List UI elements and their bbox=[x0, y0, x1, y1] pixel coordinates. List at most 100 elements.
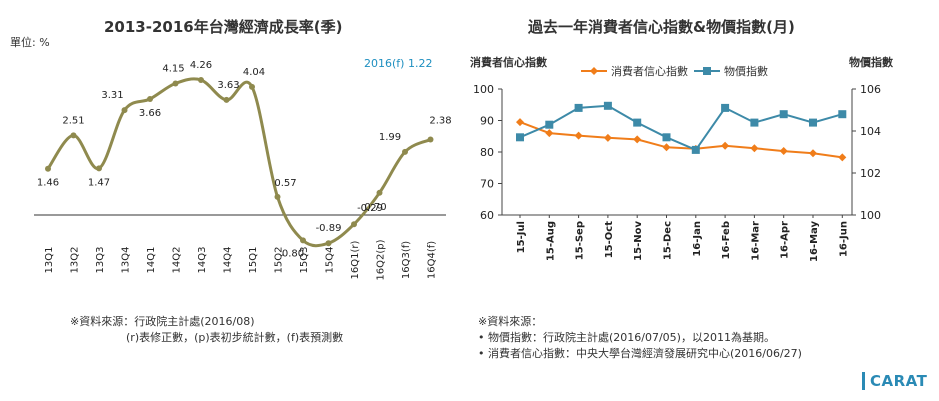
right-chart-svg: 60 70 80 90 100 100 102 104 106 15-Jul 15-Aug 15-Se… bbox=[473, 83, 881, 262]
confidence-data-point bbox=[721, 141, 730, 150]
confidence-data-point bbox=[662, 143, 671, 152]
left-chart-svg: 1.46 2.51 1.47 3.31 3.66 4.15 4.26 3.63 4.04 0.57… bbox=[34, 60, 452, 281]
right-x-tick-label: 16-Apr bbox=[780, 221, 791, 259]
left-data-label: 1.99 bbox=[379, 132, 401, 143]
left-data-point bbox=[172, 80, 179, 87]
cpi-data-point bbox=[838, 110, 847, 119]
left-data-point bbox=[376, 189, 383, 196]
left-data-point bbox=[198, 76, 204, 83]
cpi-data-point bbox=[750, 118, 759, 127]
left-x-tick-label: 13Q3 bbox=[95, 247, 106, 274]
right-x-tick-label: 15-Jul bbox=[516, 221, 527, 253]
right-y-tick-label: 106 bbox=[860, 83, 881, 96]
cpi-data-point bbox=[603, 101, 612, 110]
confidence-data-point bbox=[574, 131, 583, 140]
cpi-data-point bbox=[721, 103, 730, 112]
left-y-tick-label: 90 bbox=[480, 115, 494, 128]
left-data-point bbox=[121, 107, 128, 114]
confidence-data-point bbox=[750, 144, 759, 153]
brand-bar bbox=[862, 372, 865, 390]
right-source-cpi: • 物價指數：行政院主計處(2016/07/05)，以2011為基期。 bbox=[478, 331, 775, 344]
left-data-label: 1.46 bbox=[37, 178, 59, 189]
cpi-series-line bbox=[519, 104, 843, 152]
legend-cpi-label: 物價指數 bbox=[724, 65, 768, 78]
left-data-label: 3.63 bbox=[217, 80, 239, 91]
left-x-tick-label: 16Q4(f) bbox=[427, 241, 438, 279]
left-data-label: 4.04 bbox=[243, 67, 265, 78]
left-y-tick-label: 100 bbox=[473, 83, 494, 96]
cpi-data-point bbox=[633, 118, 642, 127]
left-x-tick-label: 16Q1(r) bbox=[350, 240, 361, 279]
left-data-point bbox=[351, 221, 357, 228]
right-x-tick-label: 16-Feb bbox=[721, 221, 732, 259]
right-source-confidence: • 消費者信心指數：中央大學台灣經濟發展研究中心(2016/06/27) bbox=[478, 347, 802, 360]
right-x-tick-label: 15-Dec bbox=[663, 221, 674, 260]
right-x-tick-label: 16-Jun bbox=[838, 221, 849, 257]
cpi-data-point bbox=[516, 133, 524, 142]
left-data-label: 2.38 bbox=[429, 116, 451, 127]
left-data-point bbox=[70, 132, 77, 139]
cpi-data-point bbox=[574, 103, 583, 112]
right-x-tick-label: 15-Oct bbox=[604, 221, 615, 258]
left-data-point bbox=[427, 136, 434, 143]
legend-item-confidence: 消費者信心指數 bbox=[581, 63, 688, 79]
left-x-tick-label: 14Q1 bbox=[146, 247, 157, 274]
left-data-label: 4.15 bbox=[162, 63, 184, 74]
left-x-tick-label: 14Q3 bbox=[197, 247, 208, 274]
left-data-label: 4.26 bbox=[190, 60, 212, 71]
left-x-tick-label: 14Q4 bbox=[223, 247, 234, 274]
right-x-tick-label: 15-Sep bbox=[575, 221, 586, 260]
confidence-data-point bbox=[603, 133, 612, 142]
cpi-data-point bbox=[809, 118, 817, 127]
left-data-label: -0.29 bbox=[357, 203, 383, 214]
confidence-data-point bbox=[779, 147, 788, 156]
left-data-label: 0.80 bbox=[282, 248, 304, 259]
left-data-label: 0.57 bbox=[274, 178, 296, 189]
legend-confidence-marker-icon bbox=[581, 67, 607, 75]
left-x-tick-label: 15Q1 bbox=[248, 247, 259, 274]
left-y-tick-label: 70 bbox=[480, 178, 494, 191]
confidence-data-point bbox=[633, 135, 642, 144]
right-source-title: ※資料來源： bbox=[478, 315, 543, 328]
left-legend-note: (r)表修正數，(p)表初步統計數，(f)表預測數 bbox=[126, 331, 344, 344]
right-x-tick-label: 15-Aug bbox=[545, 221, 556, 261]
left-data-point bbox=[249, 83, 255, 90]
left-x-tick-label: 15Q3 bbox=[299, 247, 310, 274]
left-unit-label: 單位: % bbox=[10, 36, 50, 49]
confidence-data-point bbox=[516, 118, 524, 127]
left-data-label: -0.89 bbox=[316, 223, 342, 234]
forecast-note: 2016(f) 1.22 bbox=[364, 57, 433, 70]
left-data-label: 1.47 bbox=[88, 177, 110, 188]
right-x-tick-label: 16-Mar bbox=[750, 221, 761, 261]
left-axis-title: 消費者信心指數 bbox=[470, 56, 547, 69]
confidence-data-point bbox=[838, 153, 847, 162]
right-x-tick-label: 16-Jan bbox=[692, 221, 703, 257]
left-source-note: ※資料來源：行政院主計處(2016/08) bbox=[70, 315, 255, 328]
confidence-data-point bbox=[545, 129, 554, 138]
right-chart-legend: 消費者信心指數 物價指數 bbox=[581, 63, 768, 79]
left-data-point bbox=[96, 165, 102, 172]
left-y-tick-label: 60 bbox=[480, 209, 494, 222]
right-chart-title: 過去一年消費者信心指數&物價指數(月) bbox=[528, 18, 795, 36]
brand-logo: CARAT bbox=[870, 372, 928, 390]
cpi-data-point bbox=[779, 110, 788, 119]
confidence-series-line bbox=[519, 121, 843, 159]
confidence-data-point bbox=[809, 149, 817, 158]
left-x-tick-label: 15Q2 bbox=[274, 247, 285, 274]
left-data-point bbox=[147, 95, 153, 102]
left-data-point bbox=[274, 193, 281, 200]
left-x-tick-label: 13Q2 bbox=[70, 247, 81, 274]
left-x-tick-label: 13Q1 bbox=[44, 247, 55, 274]
right-x-tick-label: 15-Nov bbox=[633, 221, 644, 261]
left-y-tick-label: 80 bbox=[480, 146, 494, 159]
left-data-point bbox=[45, 165, 51, 172]
legend-cpi-marker-icon bbox=[694, 67, 720, 75]
left-x-tick-label: 16Q2(p) bbox=[376, 239, 387, 280]
right-y-tick-label: 104 bbox=[860, 125, 881, 138]
left-data-point bbox=[325, 240, 332, 247]
right-axis-title: 物價指數 bbox=[849, 56, 893, 69]
left-chart-title: 2013-2016年台灣經濟成長率(季) bbox=[104, 18, 343, 36]
left-data-point bbox=[223, 96, 230, 103]
legend-confidence-label: 消費者信心指數 bbox=[611, 65, 688, 78]
right-x-tick-label: 16-May bbox=[809, 221, 820, 262]
